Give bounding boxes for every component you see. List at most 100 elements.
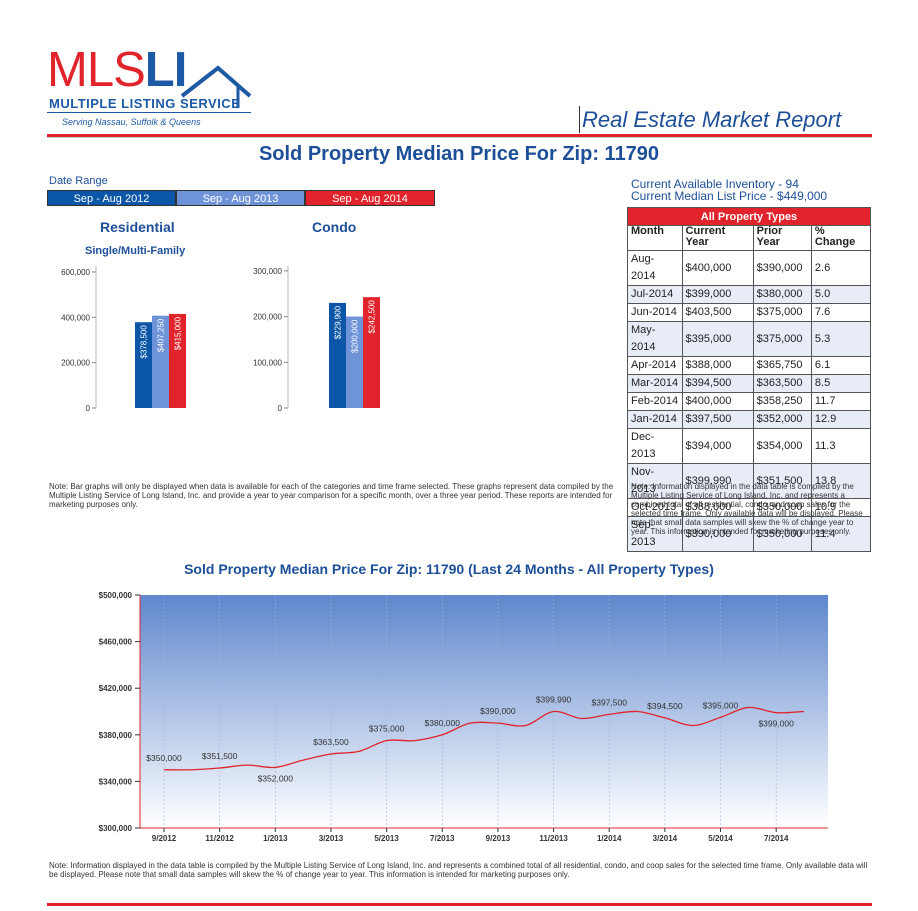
data-label: $350,000 [146,753,182,763]
data-label: $399,000 [758,719,794,729]
line-x-tick-label: 11/2012 [205,834,234,843]
cell-prior: $352,000 [752,410,812,429]
data-label: $397,500 [591,697,627,707]
line-x-tick-label: 3/2014 [653,834,678,843]
cell-current: $399,990 [681,463,754,499]
bar [363,297,380,408]
logo-subtitle: MULTIPLE LISTING SERVICE [49,96,241,111]
line-x-tick-label: 5/2013 [374,834,399,843]
bar-value-label: $200,000 [351,319,360,353]
logo: MLSLI [47,43,187,97]
cell-month: Oct-2013 [627,498,683,517]
cell-prior: $390,000 [752,250,812,286]
line-chart: $300,000 $340,000 $380,000 $420,000 $460,000… [99,591,828,843]
line-x-tick-label: 9/2013 [486,834,511,843]
table-row: Oct-2013 $388,000 $350,000 10.9 [627,498,872,517]
cell-month: Sep-2013 [627,516,683,552]
table-row: May-2014 $395,000 $375,000 5.3 [627,321,872,357]
bar [152,315,169,408]
current-inventory: Current Available Inventory - 94 [631,177,799,191]
cell-change: 7.6 [810,303,872,322]
logo-underline [47,112,251,113]
logo-tagline: Serving Nassau, Suffolk & Queens [62,117,201,127]
top-divider [47,134,872,137]
cell-month: Apr-2014 [627,356,683,375]
table-row: Aug-2014 $400,000 $390,000 2.6 [627,250,872,286]
line-x-tick-label: 7/2013 [430,834,455,843]
cell-current: $395,000 [681,321,754,357]
cell-month: Feb-2014 [627,392,683,411]
data-label: $351,500 [202,751,238,761]
house-roof-icon [180,65,252,108]
bar [346,316,363,408]
date-range-2014: Sep - Aug 2014 [305,190,435,206]
data-label: $352,000 [258,773,294,783]
bar-chart-note: Note: Bar graphs will only be displayed … [49,482,614,509]
cell-current: $388,000 [681,498,754,517]
cell-change: 11.3 [810,428,872,464]
report-title: Real Estate Market Report [582,107,842,132]
col-prior-year: Prior Year [752,225,812,251]
cell-current: $390,000 [681,516,754,552]
line-y-tick-label: $380,000 [99,731,133,740]
line-x-tick-label: 7/2014 [764,834,789,843]
cell-change: 2.6 [810,250,872,286]
residential-bar-chart: 0 200,000 400,000 600,000 $378,500 $407,250 $4… [61,266,186,413]
page-title: Sold Property Median Price For Zip: 1179… [258,143,660,165]
logo-mls: MLS [47,43,146,97]
table-row: Apr-2014 $388,000 $365,750 6.1 [627,356,872,375]
line-chart-title: Sold Property Median Price For Zip: 1179… [184,561,714,577]
line-y-tick-label: $460,000 [99,638,133,647]
bar-value-label: $407,250 [157,318,166,352]
col-month: Month [627,225,683,251]
date-range-2012: Sep - Aug 2012 [47,190,176,206]
table-row: Sep-2013 $390,000 $350,000 11.4 [627,516,872,552]
bar-y-tick-label: 0 [86,404,91,413]
bar [135,322,152,408]
condo-title: Condo [312,219,357,235]
col-current-year: Current Year [681,225,754,251]
table-row: Jul-2014 $399,000 $380,000 5.0 [627,285,872,304]
line-x-tick-label: 3/2013 [319,834,344,843]
line-x-tick-label: 5/2014 [708,834,733,843]
cell-prior: $363,500 [752,374,812,393]
date-range-2013: Sep - Aug 2013 [176,190,305,206]
cell-prior: $375,000 [752,303,812,322]
cell-current: $394,000 [681,428,754,464]
bar [169,313,186,408]
series-line [163,706,805,771]
bar-value-label: $378,500 [140,325,149,359]
line-x-tick-label: 1/2013 [263,834,288,843]
col-percent-change: % Change [810,225,872,251]
data-label: $395,000 [703,700,739,710]
bar-y-tick-label: 300,000 [253,267,282,276]
bar-y-tick-label: 200,000 [253,313,282,322]
bar-y-tick-label: 200,000 [61,359,90,368]
bar-y-tick-label: 100,000 [253,358,282,367]
cell-current: $388,000 [681,356,754,375]
residential-title: Residential [100,219,175,235]
table-row: Dec-2013 $394,000 $354,000 11.3 [627,428,872,464]
cell-current: $403,500 [681,303,754,322]
top-divider-shadow [47,137,872,138]
bar [329,302,346,408]
cell-prior: $350,000 [752,498,812,517]
cell-prior: $354,000 [752,428,812,464]
cell-month: Aug-2014 [627,250,683,286]
table-row: Jun-2014 $403,500 $375,000 7.6 [627,303,872,322]
cell-prior: $351,500 [752,463,812,499]
line-x-tick-label: 9/2012 [152,834,177,843]
line-y-tick-label: $340,000 [99,777,133,786]
bar-value-label: $242,500 [368,300,377,334]
cell-change: 12.9 [810,410,872,429]
cell-current: $400,000 [681,392,754,411]
residential-subtitle: Single/Multi-Family [85,245,186,257]
table-row: Mar-2014 $394,500 $363,500 8.5 [627,374,872,393]
cell-change: 5.0 [810,285,872,304]
data-label: $394,500 [647,701,683,711]
cell-prior: $365,750 [752,356,812,375]
cell-prior: $375,000 [752,321,812,357]
cell-change: 11.4 [810,516,872,552]
cell-prior: $358,250 [752,392,812,411]
cell-month: Dec-2013 [627,428,683,464]
